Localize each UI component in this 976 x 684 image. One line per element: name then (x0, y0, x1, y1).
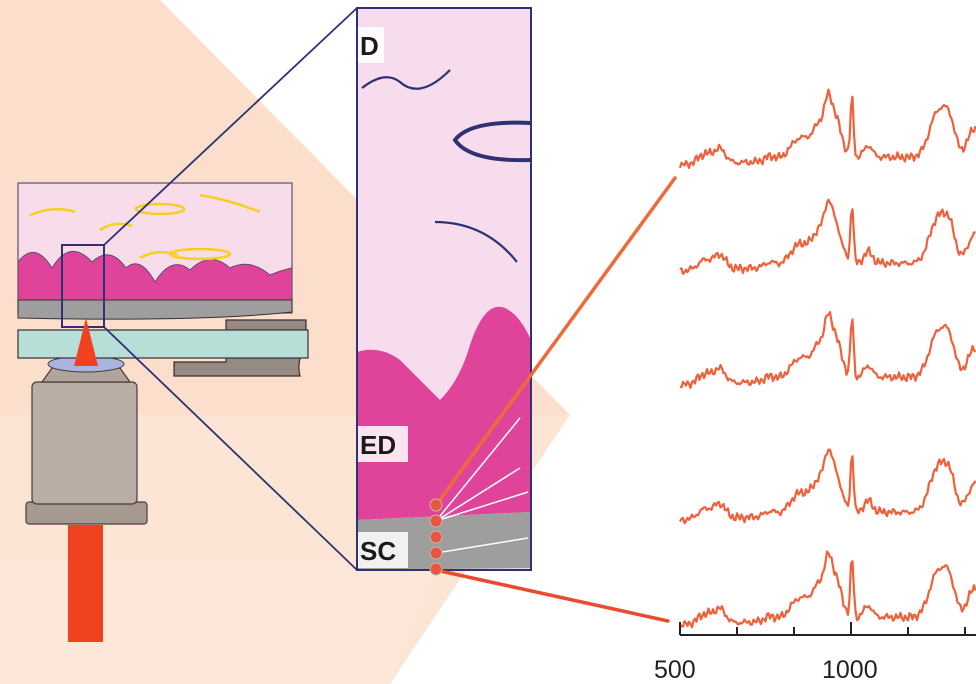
tick-label-500: 500 (654, 656, 696, 684)
epidermis-label: ED (360, 430, 396, 460)
layer-label-epidermis: ED (358, 426, 408, 462)
raman-spectrum-1 (678, 88, 976, 169)
laser-focus-cone (74, 318, 98, 366)
skin-cross-section-icon (17, 182, 293, 328)
zoom-region-box (61, 244, 105, 328)
layer-label-dermis: D (358, 27, 384, 63)
raman-spectrum-2 (679, 198, 976, 275)
dermis-label: D (360, 31, 379, 61)
spectrum-leader-lines (434, 176, 677, 623)
tick-label-1000: 1000 (822, 656, 878, 684)
raman-spectra-stack (678, 88, 976, 629)
stratum-corneum-label: SC (360, 536, 396, 566)
probe-dot-3 (429, 530, 443, 544)
probe-depth-dots (429, 498, 443, 576)
raman-spectrum-5 (679, 550, 976, 629)
axis-ticks (679, 622, 966, 635)
probe-dot-2 (429, 514, 443, 528)
zoom-connector-lines (103, 7, 358, 571)
probe-dot-5 (429, 562, 443, 576)
layer-label-stratum-corneum: SC (358, 532, 408, 568)
probe-dot-1 (429, 498, 443, 512)
laser-beam-icon (68, 525, 103, 642)
depth-indicator-lines (435, 417, 529, 554)
raman-spectrum-4 (679, 448, 976, 525)
coverslip (17, 329, 309, 359)
wavenumber-axis: 500 1000 (654, 622, 976, 684)
raman-spectrum-3 (679, 311, 976, 389)
zoomed-skin-column (356, 7, 532, 571)
probe-dot-4 (429, 546, 443, 560)
microscope-objective-icon (25, 355, 148, 525)
